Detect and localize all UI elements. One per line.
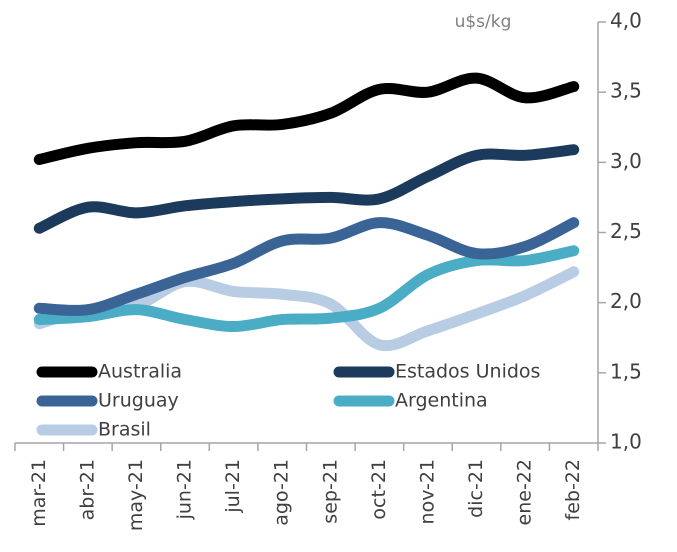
x-tick-label: oct-21 bbox=[368, 459, 390, 520]
series-line bbox=[33, 144, 580, 234]
x-tick-label: sep-21 bbox=[319, 459, 341, 524]
x-tick-label: jul-21 bbox=[222, 459, 244, 514]
x-tick-label: ago-21 bbox=[271, 459, 293, 526]
x-tick-label: nov-21 bbox=[416, 459, 438, 524]
y-tick-label: 1,5 bbox=[610, 359, 642, 383]
y-tick-label: 4,0 bbox=[610, 9, 642, 33]
x-tick-label: mar-21 bbox=[28, 459, 50, 527]
legend-label: Australia bbox=[98, 361, 182, 383]
y-tick-label: 1,0 bbox=[610, 430, 642, 454]
series-line bbox=[33, 72, 580, 166]
legend-label: Brasil bbox=[98, 419, 151, 441]
series-line bbox=[33, 245, 580, 333]
y-tick-label: 2,0 bbox=[610, 289, 642, 313]
x-tick-label: dic-21 bbox=[465, 459, 487, 518]
x-tick-label: abr-21 bbox=[76, 459, 98, 520]
x-tick-label: feb-22 bbox=[562, 459, 584, 520]
legend-label: Estados Unidos bbox=[395, 361, 540, 383]
x-tick-label: ene-22 bbox=[514, 459, 536, 525]
x-tick-label: jun-21 bbox=[174, 459, 196, 520]
y-tick-label: 2,5 bbox=[610, 219, 642, 243]
legend-label: Argentina bbox=[395, 390, 488, 412]
series-line bbox=[33, 217, 580, 316]
x-tick-label: may-21 bbox=[125, 459, 147, 531]
y-tick-label: 3,5 bbox=[610, 79, 642, 103]
y-tick-label: 3,0 bbox=[610, 149, 642, 173]
legend-label: Uruguay bbox=[98, 390, 179, 412]
y-axis-label: u$s/kg bbox=[455, 12, 512, 32]
